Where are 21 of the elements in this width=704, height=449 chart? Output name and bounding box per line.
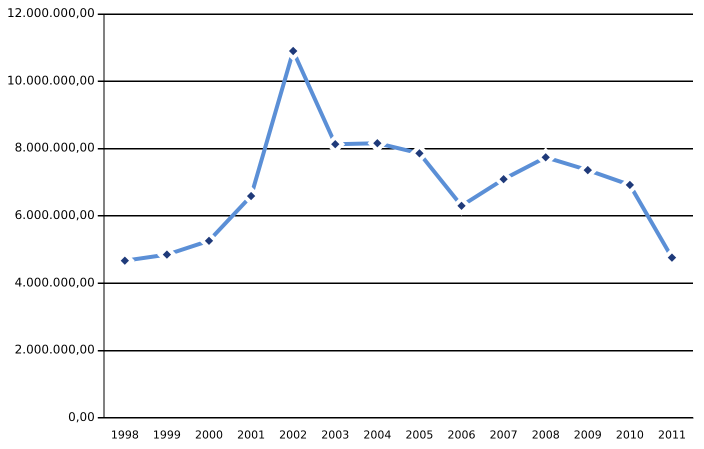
y-tick-label: 2.000.000,00 [14, 342, 95, 357]
x-tick-label: 2011 [658, 428, 686, 442]
x-tick-label: 2001 [237, 428, 266, 442]
x-tick-label: 2000 [195, 428, 224, 442]
y-tick-label: 10.000.000,00 [6, 73, 95, 88]
x-tick-label: 2005 [405, 428, 434, 442]
x-tick-label: 1998 [110, 428, 139, 442]
x-tick-label: 2009 [574, 428, 602, 442]
y-tick-label: 8.000.000,00 [14, 140, 95, 155]
x-tick-label: 2004 [363, 428, 392, 442]
x-tick-label: 2007 [490, 428, 518, 442]
x-tick-label: 2006 [448, 428, 476, 442]
x-tick-label: 1999 [152, 428, 181, 442]
y-tick-label: 6.000.000,00 [14, 208, 95, 222]
x-tick-label: 2008 [532, 428, 560, 442]
x-tick-label: 2003 [321, 428, 350, 442]
x-tick-label: 2010 [616, 428, 644, 442]
y-tick-label: 4.000.000,00 [14, 275, 95, 290]
x-tick-label: 2002 [279, 428, 308, 442]
y-tick-label: 0,00 [68, 410, 95, 424]
y-tick-label: 12.000.000,00 [6, 6, 95, 20]
